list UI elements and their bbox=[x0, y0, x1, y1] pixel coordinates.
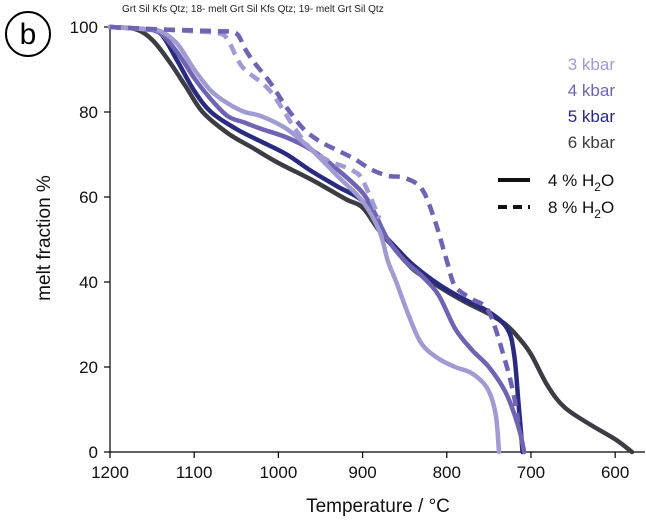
y-tick-label: 60 bbox=[79, 188, 98, 207]
x-tick-label: 800 bbox=[433, 463, 461, 482]
y-tick-label: 20 bbox=[79, 358, 98, 377]
panel-label-letter: b bbox=[20, 18, 37, 51]
y-tick-label: 80 bbox=[79, 103, 98, 122]
series-layer bbox=[107, 24, 635, 455]
y-tick-label: 40 bbox=[79, 273, 98, 292]
legend: 3 kbar 4 kbar 5 kbar 6 kbar 4 % H2O 8 % H2O bbox=[498, 55, 615, 221]
y-axis-ticks: 0 20 40 60 80 100 bbox=[70, 18, 110, 462]
series-line-4-kbar-dashed bbox=[109, 24, 521, 423]
figure-caption: Grt Sil Kfs Qtz; 18- melt Grt Sil Kfs Qt… bbox=[122, 4, 384, 15]
plot-frame bbox=[109, 25, 645, 453]
legend-pressure-label: 5 kbar bbox=[568, 107, 616, 126]
legend-style-label: 4 % H2O bbox=[548, 171, 614, 194]
x-tick-label: 1000 bbox=[259, 463, 297, 482]
x-tick-label: 700 bbox=[517, 463, 545, 482]
legend-pressure-label: 6 kbar bbox=[568, 133, 616, 152]
y-axis-title: melt fraction % bbox=[34, 175, 55, 301]
x-tick-label: 600 bbox=[601, 463, 629, 482]
legend-pressure-label: 4 kbar bbox=[568, 81, 616, 100]
panel-label-circle bbox=[5, 11, 51, 57]
legend-style-label: 8 % H2O bbox=[548, 198, 614, 221]
series-line-4-kbar-solid bbox=[107, 24, 527, 455]
x-axis-title: Temperature / °C bbox=[306, 496, 450, 517]
series-line-5-kbar-solid bbox=[107, 24, 525, 455]
x-axis-ticks: 1200 1100 1000 900 800 700 600 bbox=[91, 452, 629, 482]
series-line-6-kbar-solid bbox=[107, 24, 635, 455]
x-tick-label: 900 bbox=[348, 463, 376, 482]
legend-pressure-label: 3 kbar bbox=[568, 55, 616, 74]
y-tick-label: 0 bbox=[89, 443, 98, 462]
x-tick-label: 1200 bbox=[91, 463, 129, 482]
panel-label: b bbox=[5, 11, 51, 57]
x-tick-label: 1100 bbox=[176, 463, 213, 482]
y-tick-label: 100 bbox=[70, 18, 98, 37]
series-line-3-kbar-solid bbox=[107, 24, 502, 455]
